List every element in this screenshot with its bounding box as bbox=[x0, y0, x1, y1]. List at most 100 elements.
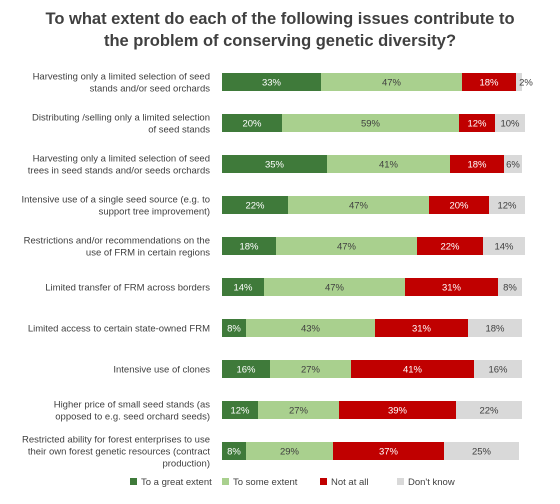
data-label: 20% bbox=[449, 201, 469, 212]
bar-row: Higher price of small seed stands (as opp… bbox=[54, 400, 522, 423]
data-label: 27% bbox=[289, 406, 309, 417]
bar-row: Intensive use of clones 16% 27% 41% 16% bbox=[113, 360, 522, 378]
bar-segment bbox=[222, 196, 288, 214]
category-label: Higher price of small seed stands (as opp… bbox=[54, 400, 211, 423]
bar-segment bbox=[327, 155, 450, 173]
data-label: 25% bbox=[472, 447, 492, 458]
data-label: 47% bbox=[349, 201, 369, 212]
bar-segment bbox=[282, 114, 459, 132]
category-label-line: Restrictions and/or recommendations on t… bbox=[24, 236, 210, 247]
category-label-line: use of FRM in certain regions bbox=[86, 248, 210, 259]
bar-segment bbox=[504, 155, 522, 173]
data-label: 22% bbox=[479, 406, 499, 417]
bar-row: Harvesting only a limited selection of s… bbox=[33, 72, 534, 95]
data-label: 10% bbox=[500, 119, 520, 130]
data-label: 41% bbox=[379, 160, 399, 171]
bar-segment bbox=[222, 237, 276, 255]
bar-row: Distributing /selling only a limited sel… bbox=[32, 113, 525, 136]
category-label-line: Higher price of small seed stands (as bbox=[54, 400, 211, 411]
legend-label: To some extent bbox=[233, 477, 298, 488]
data-label: 37% bbox=[379, 447, 399, 458]
bar-segment bbox=[462, 73, 516, 91]
chart-title-line-2: the problem of conserving genetic divers… bbox=[103, 32, 457, 50]
bar-segment bbox=[351, 360, 474, 378]
data-label: 47% bbox=[382, 78, 402, 89]
category-label-line: trees in seed stands and/or seeds orchar… bbox=[28, 166, 210, 177]
category-label: Restrictions and/or recommendations on t… bbox=[24, 236, 211, 259]
chart-title: To what extent do each of the following … bbox=[0, 8, 560, 52]
data-label: 31% bbox=[442, 283, 462, 294]
category-label-line: Harvesting only a limited selection of s… bbox=[33, 154, 210, 165]
bar-row: Limited transfer of FRM across borders 14… bbox=[45, 278, 522, 296]
category-label-line: Distributing /selling only a limited sel… bbox=[32, 113, 210, 124]
category-label: Limited transfer of FRM across borders bbox=[45, 283, 210, 294]
data-label: 18% bbox=[239, 242, 259, 253]
category-label: Harvesting only a limited selection of s… bbox=[28, 154, 210, 177]
bar-row: Limited access to certain state-owned FR… bbox=[28, 319, 522, 337]
legend-item: Not at all bbox=[320, 477, 369, 488]
category-label-line: Limited access to certain state-owned FR… bbox=[28, 324, 210, 335]
bar-segment bbox=[222, 155, 327, 173]
bar-row: Intensive use of a single seed source (e… bbox=[21, 195, 525, 218]
data-label: 8% bbox=[227, 447, 241, 458]
data-label: 14% bbox=[494, 242, 514, 253]
bar-segment bbox=[489, 196, 525, 214]
category-label-line: Harvesting only a limited selection of s… bbox=[33, 72, 210, 83]
bar-segment bbox=[483, 237, 525, 255]
legend-label: Not at all bbox=[331, 477, 369, 488]
bar-segment bbox=[375, 319, 468, 337]
data-label: 8% bbox=[227, 324, 241, 335]
bar-segment bbox=[450, 155, 504, 173]
data-label: 8% bbox=[503, 283, 517, 294]
category-label-line: stands and/or seed orchards bbox=[90, 84, 211, 95]
legend-swatch bbox=[397, 478, 404, 485]
legend: To a great extent To some extent Not at al… bbox=[130, 477, 455, 488]
category-label-line: Restricted ability for forest enterprise… bbox=[22, 435, 210, 446]
bar-segment bbox=[321, 73, 462, 91]
legend-item: To a great extent bbox=[130, 477, 212, 488]
data-label: 33% bbox=[262, 78, 282, 89]
data-label: 16% bbox=[236, 365, 256, 376]
bar-segment bbox=[474, 360, 522, 378]
bar-segment bbox=[444, 442, 519, 460]
bar-segment bbox=[246, 442, 333, 460]
legend-label: Don't know bbox=[408, 477, 455, 488]
bar-row: Restrictions and/or recommendations on t… bbox=[24, 236, 525, 259]
category-label: Intensive use of a single seed source (e… bbox=[21, 195, 210, 218]
bar-segment bbox=[222, 114, 282, 132]
data-label: 29% bbox=[280, 447, 300, 458]
bar-segment bbox=[276, 237, 417, 255]
data-label: 41% bbox=[403, 365, 423, 376]
data-label: 12% bbox=[497, 201, 517, 212]
legend-swatch bbox=[130, 478, 137, 485]
data-label: 47% bbox=[325, 283, 345, 294]
data-label: 59% bbox=[361, 119, 381, 130]
bar-segment bbox=[468, 319, 522, 337]
bar-segment bbox=[417, 237, 483, 255]
data-label: 22% bbox=[245, 201, 265, 212]
legend-swatch bbox=[222, 478, 229, 485]
data-label: 18% bbox=[485, 324, 505, 335]
data-label: 2% bbox=[519, 78, 533, 89]
data-label: 6% bbox=[506, 160, 520, 171]
bar-segment bbox=[222, 73, 321, 91]
data-label: 39% bbox=[388, 406, 408, 417]
legend-item: Don't know bbox=[397, 477, 455, 488]
bar-segment bbox=[222, 401, 258, 419]
data-label: 22% bbox=[440, 242, 460, 253]
bar-row: Harvesting only a limited selection of s… bbox=[28, 154, 522, 177]
data-label: 16% bbox=[488, 365, 508, 376]
data-label: 35% bbox=[265, 160, 285, 171]
category-label-line: Limited transfer of FRM across borders bbox=[45, 283, 210, 294]
category-label: Distributing /selling only a limited sel… bbox=[32, 113, 210, 136]
legend-item: To some extent bbox=[222, 477, 298, 488]
bar-segment bbox=[264, 278, 405, 296]
data-label: 18% bbox=[479, 78, 499, 89]
bar-segment bbox=[498, 278, 522, 296]
category-label: Restricted ability for forest enterprise… bbox=[22, 435, 210, 470]
data-label: 43% bbox=[301, 324, 321, 335]
bar-segment bbox=[333, 442, 444, 460]
bar-segment bbox=[459, 114, 495, 132]
category-label-line: of seed stands bbox=[148, 125, 210, 136]
